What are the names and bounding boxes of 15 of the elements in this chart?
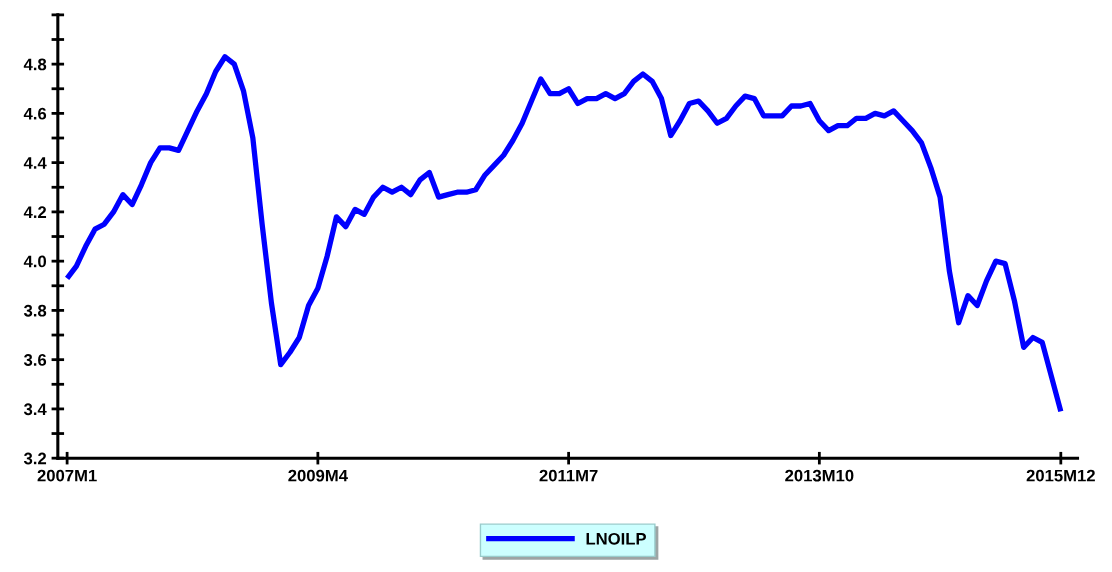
y-tick-label: 3.6 (23, 354, 47, 366)
y-tick-label: 4.6 (23, 107, 47, 120)
x-tick-label: 2013M10 (785, 469, 854, 482)
y-tick-label: 3.8 (23, 304, 47, 317)
legend-label: LNOILP (586, 532, 646, 545)
y-tick-label: 4.8 (23, 58, 47, 71)
y-tick-label: 4.0 (23, 255, 47, 268)
y-tick-label: 3.2 (23, 452, 47, 465)
x-tick-label: 2015M12 (1026, 469, 1095, 482)
x-tick-label: 2009M4 (288, 469, 348, 482)
y-tick-label: 4.4 (23, 157, 47, 169)
y-tick-label: 3.4 (23, 403, 47, 416)
y-tick-label: 4.2 (23, 206, 47, 218)
x-tick-label: 2011M7 (539, 469, 598, 482)
x-tick-label: 2007M1 (37, 469, 97, 482)
